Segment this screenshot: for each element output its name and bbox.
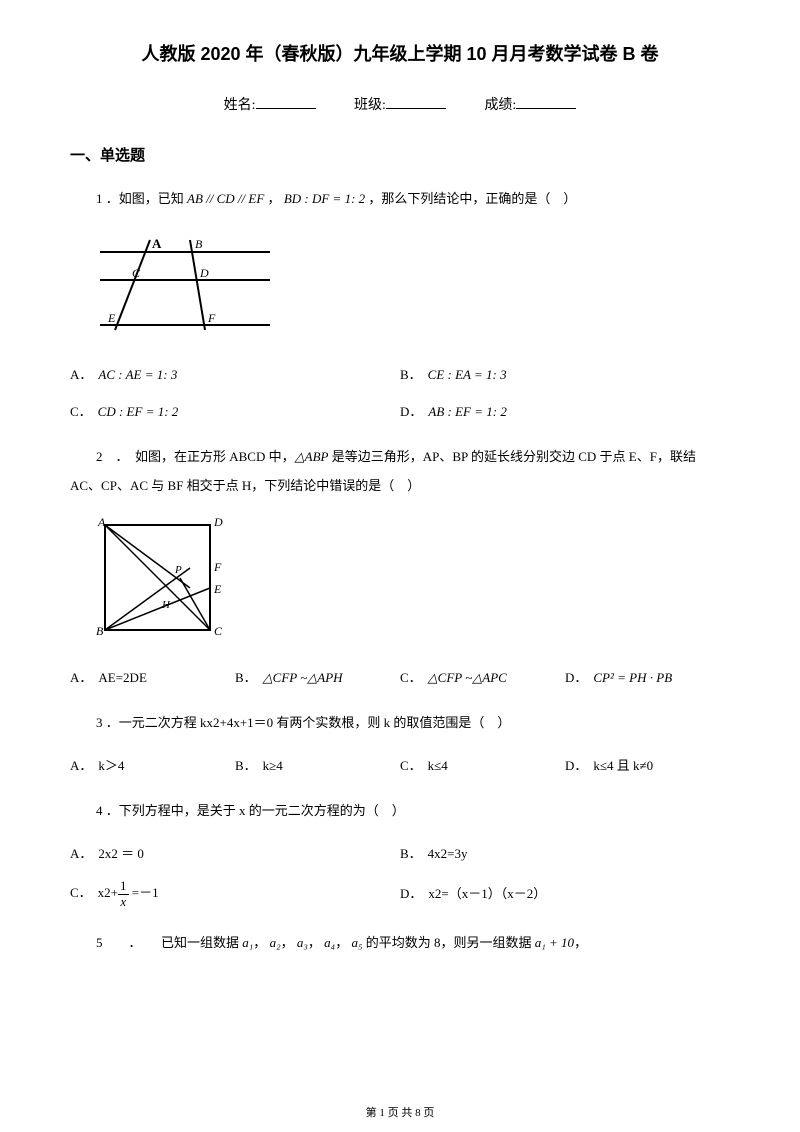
q1-optD: AB : EF = 1: 2 xyxy=(428,404,506,419)
opt-label: C． xyxy=(70,885,92,900)
q2-options-row: A． AE=2DE B． △CFP ~△APH C． △CFP ~△APC D． CP²… xyxy=(70,666,730,689)
score-label: 成绩: xyxy=(484,98,516,113)
q2-optC: △CFP ~△APC xyxy=(428,670,507,685)
q1-expr2: BD : DF = 1: 2 xyxy=(284,191,365,206)
q2-tri: △ABP xyxy=(295,449,329,464)
svg-text:E: E xyxy=(213,582,222,596)
svg-text:B: B xyxy=(96,624,104,638)
q2-optA: AE=2DE xyxy=(98,670,147,685)
opt-label: A． xyxy=(70,846,92,861)
q2-optD: CP² = PH · PB xyxy=(593,670,672,685)
svg-text:D: D xyxy=(199,266,209,280)
opt-label: C． xyxy=(70,404,92,419)
svg-text:P: P xyxy=(174,564,182,576)
name-label: 姓名: xyxy=(224,98,256,113)
q5-a5: a₅ xyxy=(351,935,362,950)
opt-label: B． xyxy=(235,670,257,685)
svg-text:A: A xyxy=(152,236,162,251)
q5-a3: a₃ xyxy=(297,935,308,950)
q5-mid: 的平均数为 8，则另一组数据 xyxy=(366,935,532,950)
q3-optB: k≥4 xyxy=(263,758,283,773)
q3-optC: k≤4 xyxy=(428,758,448,773)
opt-label: A． xyxy=(70,758,92,773)
opt-label: C． xyxy=(400,670,422,685)
q4-optC-prefix: x2+ xyxy=(98,885,118,900)
svg-text:A: A xyxy=(97,515,106,529)
q1-suffix: ，那么下列结论中，正确的是（ ） xyxy=(368,191,576,206)
svg-text:C: C xyxy=(214,624,223,638)
q1-options-row1: A． AC : AE = 1: 3 B． CE : EA = 1: 3 xyxy=(70,363,730,386)
q4-optA: 2x2 ＝ 0 xyxy=(98,846,144,861)
svg-text:H: H xyxy=(161,599,171,611)
q1-optC: CD : EF = 1: 2 xyxy=(98,404,179,419)
opt-label: B． xyxy=(235,758,257,773)
q2-line1b: 是等边三角形，AP、BP 的延长线分别交边 CD 于点 E、F，联结 xyxy=(328,449,696,464)
question-2-text: 2 ． 如图，在正方形 ABCD 中，△ABP 是等边三角形，AP、BP 的延长… xyxy=(70,445,730,470)
q4-optB: 4x2=3y xyxy=(428,846,468,861)
q4-options-row2: C． x2+1x =－1 D． x2=（x－1）（x－2） xyxy=(70,879,730,909)
q4-optC-suffix: =－1 xyxy=(129,885,159,900)
score-blank xyxy=(516,108,576,109)
q3-optA: k＞4 xyxy=(98,758,124,773)
square-figure: A D B C F E P H xyxy=(90,513,230,643)
fraction-icon: 1x xyxy=(118,879,129,909)
q1-figure: A B C D E F xyxy=(90,230,730,345)
class-blank xyxy=(386,108,446,109)
question-4-text: 4 ．下列方程中，是关于 x 的一元二次方程的为（ ） xyxy=(70,799,730,824)
question-1-text: 1 ．如图，已知 AB // CD // EF ， BD : DF = 1: 2… xyxy=(70,187,730,212)
q5-a1: a₁ xyxy=(242,935,253,950)
svg-text:D: D xyxy=(213,515,223,529)
opt-label: A． xyxy=(70,367,92,382)
q1-options-row2: C． CD : EF = 1: 2 D． AB : EF = 1: 2 xyxy=(70,400,730,423)
opt-label: D． xyxy=(565,758,587,773)
parallel-lines-figure: A B C D E F xyxy=(90,230,280,340)
q1-prefix: 1 ．如图，已知 xyxy=(96,191,184,206)
svg-text:C: C xyxy=(132,266,141,280)
q4-optD: x2=（x－1）（x－2） xyxy=(428,886,546,901)
opt-label: B． xyxy=(400,846,422,861)
q3-options-row: A． k＞4 B． k≥4 C． k≤4 D． k≤4 且 k≠0 xyxy=(70,754,730,777)
question-3-text: 3 ．一元二次方程 kx2+4x+1＝0 有两个实数根，则 k 的取值范围是（ … xyxy=(70,711,730,736)
q5-a1b: a₁ xyxy=(535,935,546,950)
q2-optB: △CFP ~△APH xyxy=(263,670,343,685)
q5-prefix: 5 ． 已知一组数据 xyxy=(96,935,239,950)
q2-line1a: 2 ． 如图，在正方形 ABCD 中， xyxy=(96,449,295,464)
q3-optD: k≤4 且 k≠0 xyxy=(593,758,653,773)
svg-text:F: F xyxy=(213,560,222,574)
page-footer: 第 1 页 共 8 页 xyxy=(0,1104,800,1120)
svg-text:F: F xyxy=(207,311,216,325)
q5-plus10: + 10 xyxy=(546,935,574,950)
opt-label: C． xyxy=(400,758,422,773)
q2-figure: A D B C F E P H xyxy=(90,513,730,648)
q5-a4: a₄ xyxy=(324,935,335,950)
opt-label: A． xyxy=(70,670,92,685)
opt-label: D． xyxy=(400,404,422,419)
q1-optB: CE : EA = 1: 3 xyxy=(428,367,507,382)
student-info-row: 姓名: 班级: 成绩: xyxy=(70,94,730,114)
svg-text:E: E xyxy=(107,311,116,325)
q1-mid: ， xyxy=(268,191,281,206)
q2-line2: AC、CP、AC 与 BF 相交于点 H，下列结论中错误的是（ ） xyxy=(70,474,730,499)
section-header: 一、单选题 xyxy=(70,144,730,165)
q1-optA: AC : AE = 1: 3 xyxy=(98,367,177,382)
q4-options-row1: A． 2x2 ＝ 0 B． 4x2=3y xyxy=(70,842,730,865)
opt-label: B． xyxy=(400,367,422,382)
opt-label: D． xyxy=(400,886,422,901)
q5-a2: a₂ xyxy=(270,935,281,950)
q1-expr1: AB // CD // EF xyxy=(187,191,264,206)
page-title: 人教版 2020 年（春秋版）九年级上学期 10 月月考数学试卷 B 卷 xyxy=(70,40,730,66)
opt-label: D． xyxy=(565,670,587,685)
question-5-text: 5 ． 已知一组数据 a₁， a₂， a₃， a₄， a₅ 的平均数为 8，则另… xyxy=(70,931,730,956)
svg-text:B: B xyxy=(195,237,203,251)
name-blank xyxy=(256,108,316,109)
class-label: 班级: xyxy=(354,98,386,113)
